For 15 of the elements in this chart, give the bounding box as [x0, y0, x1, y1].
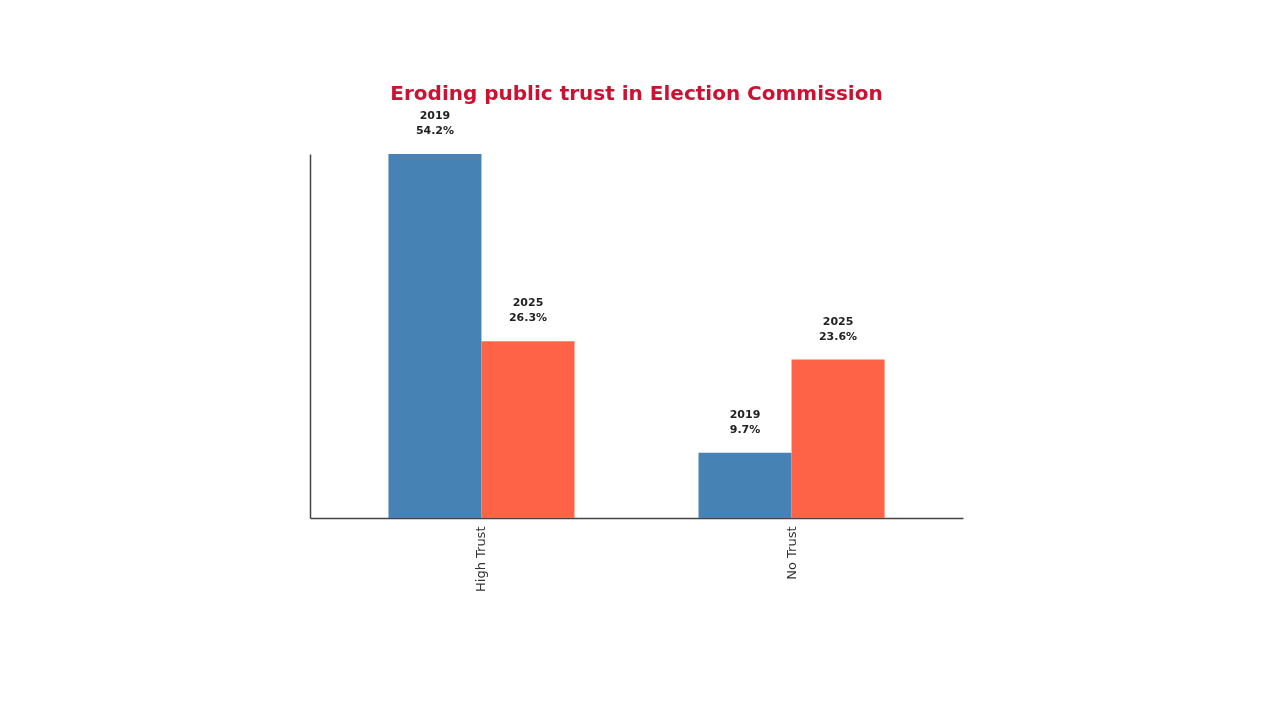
text: 2019	[419, 109, 451, 122]
data-label: 23.6%	[818, 329, 858, 343]
data-label: 9.7%	[729, 422, 761, 436]
text: 2019	[729, 407, 761, 421]
data-label: 26.3%	[508, 311, 548, 325]
bar	[791, 359, 885, 518]
bar	[698, 452, 792, 518]
x-tick-label: No Trust	[783, 526, 799, 580]
data-label: 54.2%	[415, 124, 455, 137]
text: 2025	[822, 314, 854, 328]
bar	[388, 154, 482, 518]
x-tick-label: High Trust	[473, 526, 489, 592]
chart-title: Eroding public trust in Election Commission	[390, 81, 883, 105]
text: 2025	[512, 296, 544, 310]
bar	[481, 341, 575, 518]
